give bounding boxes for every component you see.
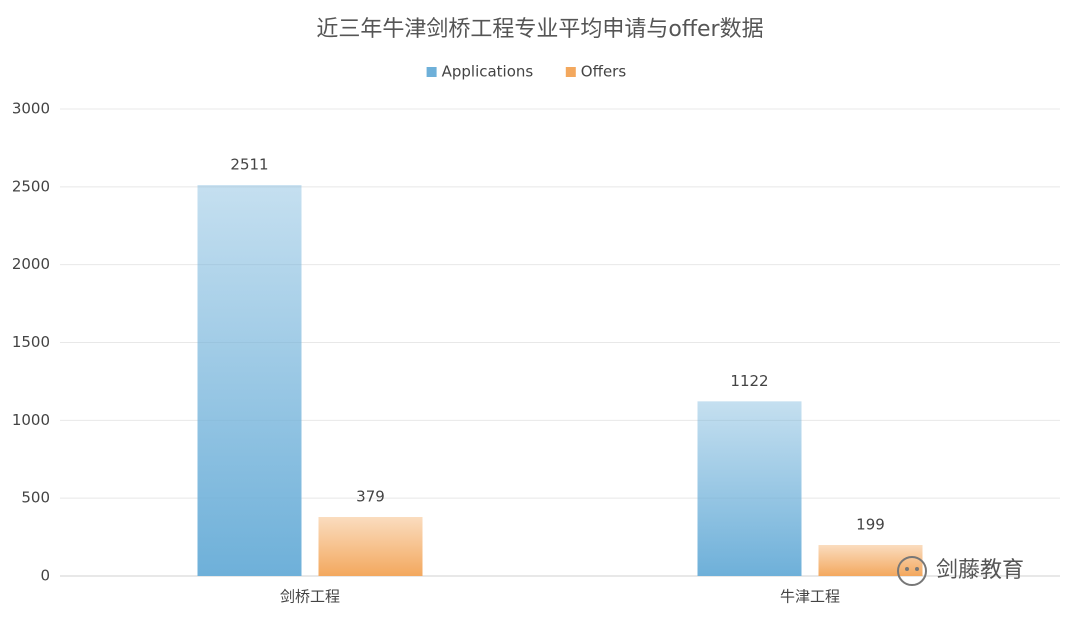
y-tick-label: 0 bbox=[40, 567, 50, 585]
bar bbox=[197, 185, 302, 576]
y-tick-label: 1500 bbox=[12, 333, 50, 351]
data-label: 2511 bbox=[230, 156, 268, 174]
brand: 剑藤教育 bbox=[897, 556, 1024, 586]
brand-icon-dot bbox=[905, 567, 909, 571]
x-tick-label: 牛津工程 bbox=[780, 588, 840, 606]
data-label: 379 bbox=[356, 488, 385, 506]
legend-swatch bbox=[565, 67, 576, 77]
brand-icon bbox=[897, 556, 927, 586]
y-tick-label: 500 bbox=[21, 489, 50, 507]
data-label: 199 bbox=[856, 516, 885, 534]
y-tick-label: 2500 bbox=[12, 177, 50, 195]
bar bbox=[318, 517, 423, 576]
legend-label: Applications bbox=[442, 63, 534, 81]
legend-swatch bbox=[426, 67, 437, 77]
legend-label: Offers bbox=[581, 63, 627, 81]
brand-icon-dot bbox=[915, 567, 919, 571]
chart-title: 近三年牛津剑桥工程专业平均申请与offer数据 bbox=[316, 17, 763, 42]
y-tick-label: 3000 bbox=[12, 100, 50, 118]
y-tick-label: 2000 bbox=[12, 255, 50, 273]
data-label: 1122 bbox=[730, 372, 768, 390]
brand-label: 剑藤教育 bbox=[936, 558, 1024, 583]
bar bbox=[818, 545, 923, 576]
bar bbox=[697, 401, 802, 576]
y-tick-label: 1000 bbox=[12, 411, 50, 429]
x-tick-label: 剑桥工程 bbox=[280, 588, 340, 606]
